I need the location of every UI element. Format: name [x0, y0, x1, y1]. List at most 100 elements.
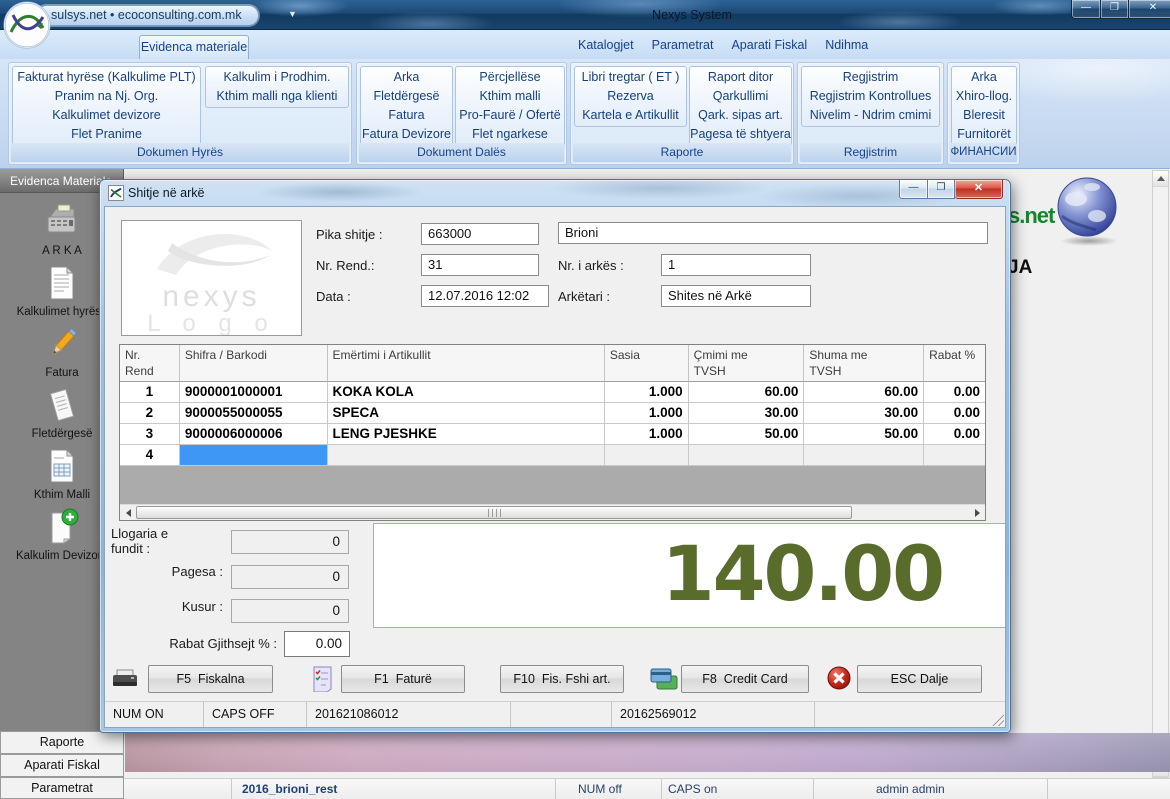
f5-fiskalna-button[interactable]: F5 Fiskalna	[148, 665, 273, 693]
ribbon-button-kthim-malli-klienti[interactable]: Kthim malli nga klienti	[216, 89, 338, 103]
nr-arkes-field[interactable]: 1	[661, 254, 811, 276]
sidebar-item-kalkulim-devizore[interactable]: Kalkulim Devizore	[0, 504, 123, 562]
ribbon-button-kalkulimet-devizore[interactable]: Kalkulimet devizore	[52, 108, 161, 122]
ribbon-button-regjistrim-kontrollues[interactable]: Regjistrim Kontrollues	[809, 89, 932, 103]
cell-cmimi[interactable]: 50.00	[688, 424, 805, 445]
cell-emertimi[interactable]: SPECA	[327, 403, 605, 424]
cell-nr[interactable]: 3	[120, 424, 180, 445]
cell-cmimi[interactable]: 60.00	[688, 382, 805, 403]
ribbon-button-fatura[interactable]: Fatura	[388, 108, 425, 122]
sidebar-item-kalkulimet-hyrese[interactable]: Kalkulimet hyrëse	[0, 260, 123, 318]
chevron-down-icon[interactable]: ▼	[288, 9, 297, 19]
ribbon-button-percjellese[interactable]: Përcjellëse	[479, 70, 541, 84]
data-field[interactable]: 12.07.2016 12:02	[421, 285, 549, 307]
cell-shifra[interactable]: 9000055000055	[179, 403, 328, 424]
cell-nr[interactable]: 1	[120, 382, 180, 403]
cell-rabat[interactable]: 0.00	[924, 382, 985, 403]
app-logo-icon[interactable]	[3, 1, 51, 49]
llogaria-field[interactable]: 0	[231, 530, 349, 554]
cell-shuma[interactable]	[804, 445, 925, 466]
background-vertical-scrollbar[interactable]	[1152, 170, 1169, 778]
pagesa-field[interactable]: 0	[231, 565, 349, 589]
cell-sasia[interactable]: 1.000	[604, 424, 689, 445]
ribbon-button-bleresit[interactable]: Bleresit	[963, 108, 1005, 122]
column-header[interactable]: Nr. Rend	[120, 345, 180, 382]
cell-emertimi[interactable]	[327, 445, 605, 466]
close-button[interactable]: ✕	[1129, 0, 1170, 19]
dialog-close-button[interactable]: ✕	[955, 180, 1003, 199]
ribbon-button-pagesa-te-shtyera[interactable]: Pagesa të shtyera	[690, 127, 791, 141]
nr-rend-field[interactable]: 31	[421, 254, 539, 276]
cell-nr[interactable]: 2	[120, 403, 180, 424]
client-field[interactable]: Brioni	[558, 222, 988, 244]
column-header[interactable]: Shuma me TVSH	[804, 345, 925, 382]
dialog-restore-button[interactable]: ❐	[928, 180, 955, 199]
minimize-button[interactable]: —	[1071, 0, 1101, 19]
cell-sasia[interactable]: 1.000	[604, 382, 689, 403]
cell-nr[interactable]: 4	[120, 445, 180, 466]
ribbon-button-flet-pranime[interactable]: Flet Pranime	[71, 127, 142, 141]
cell-rabat[interactable]: 0.00	[924, 424, 985, 445]
cell-emertimi[interactable]: KOKA KOLA	[327, 382, 605, 403]
cell-shifra[interactable]: 9000001000001	[179, 382, 328, 403]
kusur-field[interactable]: 0	[231, 599, 349, 623]
cell-cmimi[interactable]	[688, 445, 805, 466]
ribbon-button-arka-fin[interactable]: Arka	[971, 70, 997, 84]
scrollbar-thumb[interactable]	[136, 506, 852, 519]
ribbon-button-pro-faure[interactable]: Pro-Faurë / Ofertë	[459, 108, 561, 122]
cell-rabat[interactable]: 0.00	[924, 403, 985, 424]
column-header[interactable]: Emërtimi i Artikullit	[327, 345, 605, 382]
ribbon-button-nivelim-ndrim-cmimi[interactable]: Nivelim - Ndrim cmimi	[809, 108, 932, 122]
f10-fis-fshi-art-button[interactable]: F10 Fis. Fshi art.	[500, 665, 624, 693]
cell-sasia[interactable]: 1.000	[604, 403, 689, 424]
cell-cmimi[interactable]: 30.00	[688, 403, 805, 424]
ribbon-button-fletdergese[interactable]: Fletdërgesë	[373, 89, 440, 103]
cell-shuma[interactable]: 30.00	[804, 403, 925, 424]
arketari-field[interactable]: Shites në Arkë	[661, 285, 811, 307]
ribbon-button-libri-tregtar[interactable]: Libri tregtar ( ET )	[581, 70, 680, 84]
ribbon-button-qark-sipas-art[interactable]: Qark. sipas art.	[698, 108, 783, 122]
ribbon-button-furnitoret[interactable]: Furnitorët	[957, 127, 1011, 141]
column-header[interactable]: Çmimi me TVSH	[688, 345, 805, 382]
scroll-up-button[interactable]	[1153, 171, 1168, 187]
ribbon-button-flet-ngarkese[interactable]: Flet ngarkese	[472, 127, 548, 141]
scroll-left-button[interactable]	[121, 506, 135, 520]
sidebar-item-kthim-malli[interactable]: Kthim Malli	[0, 443, 123, 501]
cell-rabat[interactable]	[924, 445, 985, 466]
sidebar-item-fletdergese[interactable]: Fletdërgesë	[0, 382, 123, 440]
ribbon-button-kalkulim-prodhim[interactable]: Kalkulim i Prodhim.	[223, 70, 331, 84]
ribbon-button-kthim-malli[interactable]: Kthim malli	[479, 89, 541, 103]
selected-cell[interactable]	[179, 445, 328, 466]
ribbon-button-xhiro-llog[interactable]: Xhiro-llog.	[955, 89, 1013, 103]
cell-shifra[interactable]: 9000006000006	[179, 424, 328, 445]
tab-evidenca-materiale[interactable]: Evidenca materiale	[139, 35, 249, 59]
ribbon-button-fakturat-hyrese[interactable]: Fakturat hyrëse (Kalkulime PLT)	[17, 70, 196, 84]
maximize-button[interactable]: ❐	[1101, 0, 1129, 19]
scroll-right-button[interactable]	[970, 506, 984, 520]
sidebar-item-arka[interactable]: A R K A	[0, 199, 123, 257]
ribbon-button-pranim-nj-org[interactable]: Pranim na Nj. Org.	[54, 89, 159, 103]
cell-sasia[interactable]	[604, 445, 689, 466]
f8-credit-card-button[interactable]: F8 Credit Card	[681, 665, 809, 693]
cell-emertimi[interactable]: LENG PJESHKE	[327, 424, 605, 445]
sidebar-item-fatura[interactable]: Fatura	[0, 321, 123, 379]
ribbon-button-fatura-devizore[interactable]: Fatura Devizore	[362, 127, 451, 141]
dialog-minimize-button[interactable]: —	[899, 180, 928, 199]
sidebar-footer-aparati-fiskal[interactable]: Aparati Fiskal	[0, 754, 124, 777]
ribbon-button-regjistrim[interactable]: Regjistrim	[842, 70, 899, 84]
f1-fature-button[interactable]: F1 Faturë	[341, 665, 465, 693]
sidebar-footer-raporte[interactable]: Raporte	[0, 731, 124, 754]
sidebar-footer-parametrat[interactable]: Parametrat	[0, 777, 124, 799]
ribbon-button-arka[interactable]: Arka	[393, 70, 420, 84]
ribbon-button-raport-ditor[interactable]: Raport ditor	[707, 70, 774, 84]
table-horizontal-scrollbar[interactable]	[120, 504, 985, 520]
menu-parametrat[interactable]: Parametrat	[651, 38, 714, 52]
esc-dalje-button[interactable]: ESC Dalje	[857, 665, 982, 693]
menu-aparati-fiskal[interactable]: Aparati Fiskal	[731, 38, 808, 52]
quick-access-title[interactable]: sulsys.net • ecoconsulting.com.mk	[36, 5, 259, 26]
column-header[interactable]: Rabat %	[924, 345, 985, 382]
cell-shuma[interactable]: 50.00	[804, 424, 925, 445]
ribbon-button-kartela-artikullit[interactable]: Kartela e Artikullit	[582, 108, 679, 122]
column-header[interactable]: Shifra / Barkodi	[179, 345, 328, 382]
menu-ndihma[interactable]: Ndihma	[825, 38, 869, 52]
